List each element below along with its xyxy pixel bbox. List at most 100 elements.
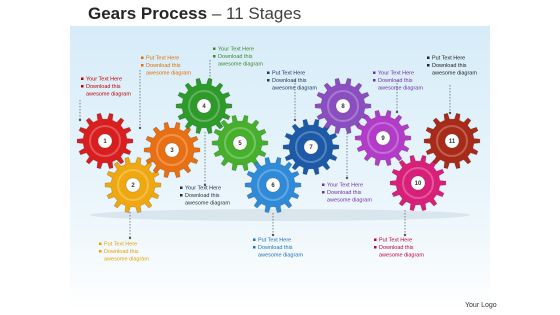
bullet	[81, 85, 84, 88]
block-heading: Your Text Here	[185, 185, 221, 191]
arrow-head	[138, 126, 142, 130]
arrow-head	[128, 236, 132, 240]
bullet	[374, 238, 377, 241]
gear: 9	[354, 109, 412, 167]
block-line: awesome diagram	[378, 85, 423, 91]
bullet	[141, 56, 144, 59]
block-heading: Put Text Here	[146, 55, 179, 61]
gear-number: 11	[449, 139, 456, 145]
gear-hub	[375, 130, 391, 146]
gear-ring	[295, 131, 327, 163]
bullet	[374, 246, 377, 249]
arrow-head	[293, 118, 297, 122]
block-line: awesome diagram	[104, 256, 149, 262]
block-heading: Put Text Here	[432, 55, 465, 61]
gear-ring	[327, 90, 359, 122]
arrow-head	[271, 233, 275, 237]
block-line: Download this	[104, 249, 139, 255]
gear-ring	[89, 125, 121, 157]
gear: 5	[211, 114, 269, 172]
gear-hub	[164, 142, 180, 158]
logo: Your Logo	[465, 302, 497, 309]
block-heading: Put Text Here	[272, 70, 305, 76]
block-heading: Your Text Here	[218, 46, 254, 52]
gear-ring	[367, 122, 399, 154]
bullet	[180, 194, 183, 197]
block-line: Download this	[272, 78, 307, 84]
gear-ring	[436, 125, 468, 157]
gear: 3	[143, 121, 201, 179]
gear: 1	[76, 112, 134, 170]
arrow-head	[403, 233, 407, 237]
bullet	[213, 47, 216, 50]
shadow	[90, 209, 470, 221]
gear-ring	[188, 90, 220, 122]
block-line: awesome diagram	[185, 200, 230, 206]
bullet	[427, 64, 430, 67]
gear: 10	[389, 154, 447, 212]
bullet	[322, 183, 325, 186]
title: Gears Process – 11 Stages	[88, 4, 301, 23]
block-line: Download this	[185, 193, 220, 199]
block-heading: Put Text Here	[258, 237, 291, 243]
gear-hub	[232, 135, 248, 151]
bullet	[213, 55, 216, 58]
arrow-head	[203, 183, 207, 187]
gear: 11	[423, 112, 481, 170]
gear-number: 2	[131, 183, 135, 189]
block-line: Download this	[258, 245, 293, 251]
gear-number: 6	[271, 183, 275, 189]
block-heading: Your Text Here	[378, 70, 414, 76]
gear-number: 8	[341, 104, 345, 110]
gear-number: 9	[381, 136, 385, 142]
block-heading: Your Text Here	[86, 76, 122, 82]
gear: 6	[244, 156, 302, 214]
arrow-head	[448, 111, 452, 115]
block-line: Download this	[378, 78, 413, 84]
gear-hub	[303, 139, 319, 155]
bullet	[427, 56, 430, 59]
bullet	[253, 246, 256, 249]
gear-ring	[224, 127, 256, 159]
gear-hub	[335, 98, 351, 114]
bullet	[180, 186, 183, 189]
gear-number: 5	[238, 141, 242, 147]
gear-number: 1	[103, 139, 107, 145]
bullet	[373, 71, 376, 74]
bullet	[267, 79, 270, 82]
block-line: awesome diagram	[272, 85, 317, 91]
gear: 4	[175, 77, 233, 135]
block-heading: Your Text Here	[327, 182, 363, 188]
arrow-head	[78, 118, 82, 122]
gear: 2	[104, 156, 162, 214]
block-line: awesome diagram	[327, 197, 372, 203]
bullet	[267, 71, 270, 74]
bullet	[322, 191, 325, 194]
gear-number: 4	[202, 104, 206, 110]
gear-hub	[410, 175, 426, 191]
bullet	[81, 77, 84, 80]
block-line: Download this	[218, 54, 253, 60]
block-line: awesome diagram	[379, 252, 424, 258]
gear-ring	[402, 167, 434, 199]
block-line: awesome diagram	[218, 61, 263, 67]
gear-number: 3	[170, 148, 174, 154]
block-heading: Put Text Here	[379, 237, 412, 243]
block-line: awesome diagram	[146, 70, 191, 76]
block-heading: Put Text Here	[104, 241, 137, 247]
gear-number: 10	[415, 181, 422, 187]
gear-hub	[265, 177, 281, 193]
block-line: Download this	[432, 63, 467, 69]
gear-hub	[97, 133, 113, 149]
block-line: Download this	[327, 190, 362, 196]
block-line: awesome diagram	[432, 70, 477, 76]
gear-ring	[257, 169, 289, 201]
bullet	[141, 64, 144, 67]
block-line: Download this	[379, 245, 414, 251]
block-line: Download this	[86, 84, 121, 90]
gear-hub	[125, 177, 141, 193]
arrow-head	[345, 176, 349, 180]
bullet	[99, 242, 102, 245]
gear-hub	[196, 98, 212, 114]
